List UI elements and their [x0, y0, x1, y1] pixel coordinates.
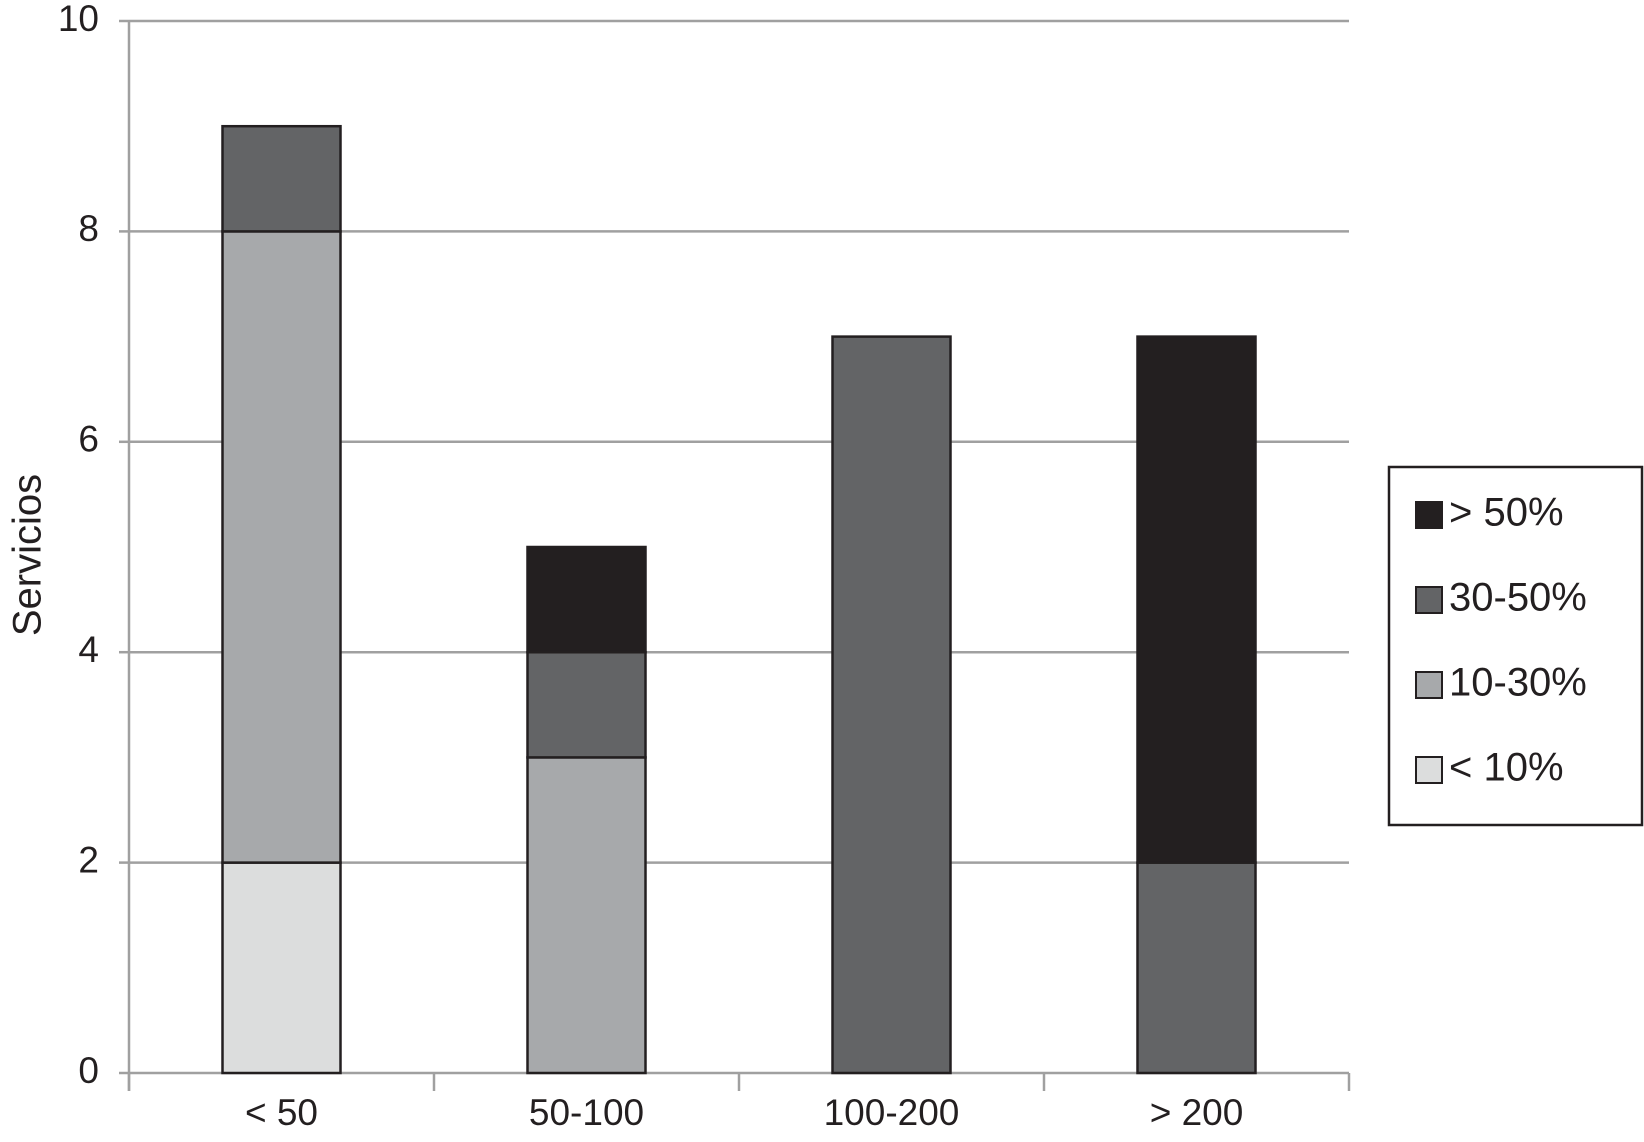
x-tick-label: < 50 — [245, 1092, 318, 1133]
bar-segment — [221, 230, 342, 864]
x-tick-label: 50-100 — [529, 1092, 644, 1133]
bar-segment — [831, 335, 952, 1075]
bar-segment — [526, 650, 647, 759]
y-tick-label: 0 — [78, 1050, 99, 1091]
legend-swatch — [1415, 756, 1443, 784]
bar-segment — [221, 861, 342, 1075]
y-axis-label: Servicios — [6, 474, 50, 636]
x-tick-label: 100-200 — [824, 1092, 960, 1133]
bar-segment — [526, 756, 647, 1075]
legend-swatch — [1415, 671, 1443, 699]
legend-swatch — [1415, 586, 1443, 614]
legend-label: 30-50% — [1449, 576, 1587, 620]
y-tick-label: 6 — [78, 419, 99, 460]
y-tick-label: 8 — [78, 208, 99, 249]
x-tick-label: > 200 — [1150, 1092, 1244, 1133]
y-tick-label: 4 — [78, 629, 99, 670]
legend-swatch — [1415, 501, 1443, 529]
legend-label: < 10% — [1449, 746, 1564, 790]
bar-segment — [1136, 335, 1257, 864]
legend-label: > 50% — [1449, 491, 1564, 535]
bar-segment — [221, 124, 342, 233]
y-tick-label: 10 — [58, 0, 99, 39]
legend-label: 10-30% — [1449, 661, 1587, 705]
bar-segment — [1136, 861, 1257, 1075]
bar-segment — [526, 545, 647, 654]
y-tick-label: 2 — [78, 839, 99, 880]
